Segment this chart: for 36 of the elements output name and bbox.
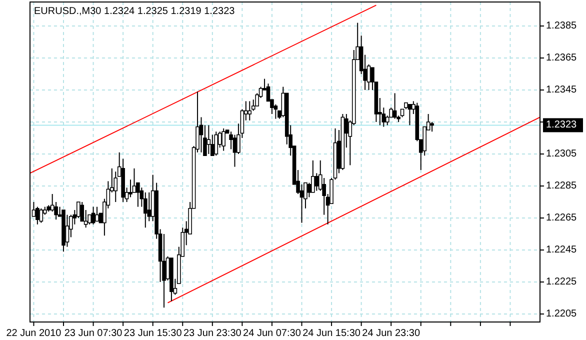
candlestick (88, 214, 92, 225)
x-tick-label: 23 Jun 23:30 (183, 328, 242, 339)
candlestick (39, 208, 44, 224)
ref-line-label: 1.2323 (546, 120, 578, 131)
x-tick-label: 23 Jun 07:30 (64, 328, 123, 339)
x-tick-label: 24 Jun 15:30 (302, 328, 361, 339)
y-tick-label: 1.2265 (546, 212, 578, 224)
candlestick (91, 206, 96, 225)
y-tick-label: 1.2365 (546, 52, 578, 64)
y-tick-label: 1.2245 (546, 244, 578, 256)
candlestick (95, 206, 99, 222)
x-tick-label: 23 Jun 15:30 (124, 328, 182, 339)
y-tick-label: 1.2345 (546, 84, 578, 96)
candlestick (232, 134, 237, 168)
y-tick-label: 1.2225 (546, 276, 578, 288)
candlestick (206, 124, 211, 154)
candlestick (430, 122, 434, 132)
candlestick (36, 206, 40, 225)
candlestick (311, 160, 315, 193)
candlestick (392, 92, 397, 120)
y-tick-label: 1.2385 (546, 20, 578, 32)
candlestick (144, 192, 148, 228)
candlestick (408, 104, 412, 126)
candlestick (128, 179, 132, 198)
candlestick (248, 100, 252, 121)
x-tick-label: 24 Jun 23:30 (362, 328, 420, 339)
candlestick (314, 172, 319, 192)
x-tick-label: 24 Jun 07:30 (243, 328, 302, 339)
candlestick (214, 131, 218, 156)
y-tick-label: 1.2205 (546, 308, 578, 320)
x-tick-label: 22 Jun 2010 (6, 328, 62, 339)
y-tick-label: 1.2285 (546, 180, 578, 192)
candlestick (222, 128, 226, 152)
candlestick (132, 168, 136, 193)
chart-title: EURUSD.,M30 1.2324 1.2325 1.2319 1.2323 (34, 6, 236, 17)
y-tick-label: 1.2305 (546, 148, 578, 160)
